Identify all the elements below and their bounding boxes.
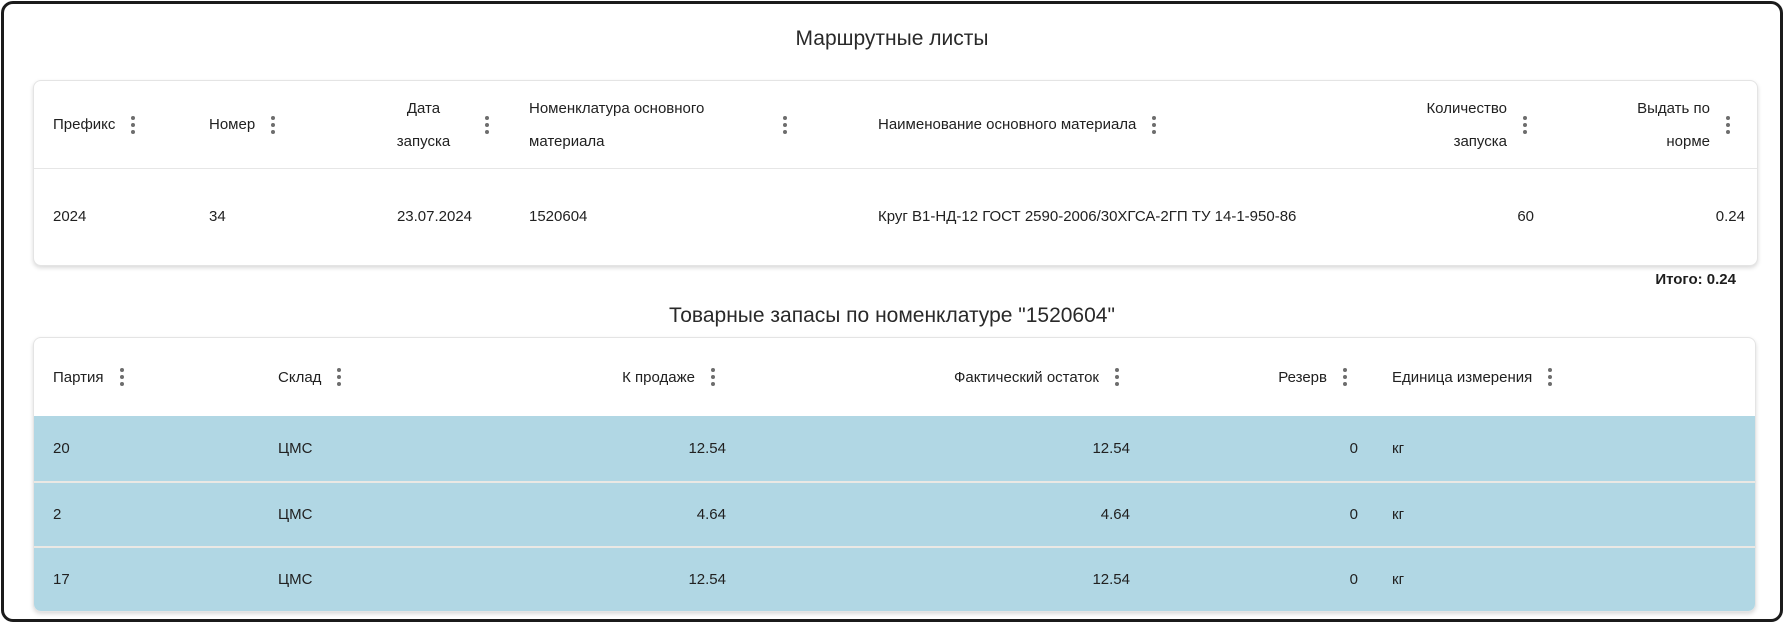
- cell-material-name: Круг В1-НД-12 ГОСТ 2590-2006/30ХГСА-2ГП …: [864, 169, 1314, 265]
- column-menu-icon[interactable]: [709, 366, 717, 388]
- column-menu-icon[interactable]: [1113, 366, 1121, 388]
- cell-batch: 17: [53, 570, 70, 588]
- cell-reserve: 0: [1349, 505, 1358, 523]
- column-header-reserve[interactable]: Резерв: [1147, 338, 1375, 416]
- cell-for-sale: 12.54: [688, 439, 726, 457]
- column-label: Номенклатура основного материала: [529, 99, 705, 150]
- route-sheets-table: Префикс Номер Дата запуска Номенклатура …: [33, 80, 1758, 266]
- column-label: Дата запуска: [396, 99, 451, 150]
- cell-unit: кг: [1392, 439, 1405, 457]
- cell-launch-qty: 60: [1517, 208, 1534, 225]
- column-header-actual-balance[interactable]: Фактический остаток: [743, 338, 1147, 416]
- column-menu-icon[interactable]: [1521, 114, 1529, 136]
- stock-table-row[interactable]: 2 ЦМС 4.64 4.64 0 кг: [34, 481, 1755, 546]
- column-menu-icon[interactable]: [129, 114, 137, 136]
- cell-warehouse: ЦМС: [278, 439, 313, 457]
- cell-unit: кг: [1392, 570, 1405, 588]
- column-label: К продаже: [622, 368, 695, 386]
- column-menu-icon[interactable]: [1724, 114, 1732, 136]
- column-header-issue-by-norm[interactable]: Выдать по норме: [1551, 81, 1757, 168]
- column-header-warehouse[interactable]: Склад: [259, 338, 484, 416]
- column-label: Фактический остаток: [953, 368, 1099, 386]
- column-label: Выдать по норме: [1637, 99, 1710, 150]
- column-label: Номер: [209, 116, 256, 133]
- route-table-total: Итого: 0.24: [1655, 271, 1736, 288]
- stock-table-header-row: Партия Склад К продаже Фактический остат…: [34, 338, 1755, 416]
- cell-material-code: 1520604: [529, 208, 588, 225]
- column-menu-icon[interactable]: [781, 114, 789, 136]
- route-table-header-row: Префикс Номер Дата запуска Номенклатура …: [34, 81, 1757, 169]
- column-header-launch-date[interactable]: Дата запуска: [340, 81, 529, 168]
- cell-unit: кг: [1392, 505, 1405, 523]
- cell-prefix: 2024: [53, 208, 87, 225]
- column-menu-icon[interactable]: [269, 114, 277, 136]
- column-header-batch[interactable]: Партия: [34, 338, 259, 416]
- column-label: Склад: [278, 368, 322, 386]
- cell-actual-balance: 12.54: [1092, 439, 1130, 457]
- column-label: Единица измерения: [1392, 368, 1533, 386]
- cell-for-sale: 12.54: [688, 570, 726, 588]
- cell-reserve: 0: [1349, 439, 1358, 457]
- cell-actual-balance: 4.64: [1100, 505, 1130, 523]
- cell-number: 34: [209, 208, 226, 225]
- column-header-material-code[interactable]: Номенклатура основного материала: [529, 81, 864, 168]
- column-header-number[interactable]: Номер: [190, 81, 340, 168]
- cell-warehouse: ЦМС: [278, 505, 313, 523]
- column-header-launch-qty[interactable]: Количество запуска: [1314, 81, 1551, 168]
- cell-warehouse: ЦМС: [278, 570, 313, 588]
- column-menu-icon[interactable]: [335, 366, 343, 388]
- column-header-unit[interactable]: Единица измерения: [1375, 338, 1755, 416]
- column-header-prefix[interactable]: Префикс: [34, 81, 190, 168]
- column-menu-icon[interactable]: [483, 114, 491, 136]
- cell-reserve: 0: [1349, 570, 1358, 588]
- stock-table-row[interactable]: 17 ЦМС 12.54 12.54 0 кг: [34, 546, 1755, 611]
- column-menu-icon[interactable]: [118, 366, 126, 388]
- column-label: Префикс: [53, 116, 116, 133]
- column-label: Партия: [53, 368, 104, 386]
- cell-for-sale: 4.64: [696, 505, 726, 523]
- cell-batch: 2: [53, 505, 62, 523]
- stock-table: Партия Склад К продаже Фактический остат…: [33, 337, 1756, 612]
- column-label: Количество запуска: [1426, 99, 1507, 150]
- column-menu-icon[interactable]: [1341, 366, 1349, 388]
- column-label: Наименование основного материала: [878, 116, 1137, 133]
- column-menu-icon[interactable]: [1546, 366, 1554, 388]
- material-name-text: Круг В1-НД-12 ГОСТ 2590-2006/30ХГСА-2ГП …: [878, 208, 1297, 225]
- column-label: Резерв: [1278, 368, 1327, 386]
- cell-batch: 20: [53, 439, 70, 457]
- cell-issue-by-norm: 0.24: [1715, 208, 1745, 225]
- route-table-row[interactable]: 2024 34 23.07.2024 1520604 Круг В1-НД-12…: [34, 169, 1757, 265]
- stock-table-row[interactable]: 20 ЦМС 12.54 12.54 0 кг: [34, 416, 1755, 481]
- stock-title: Товарные запасы по номенклатуре "1520604…: [669, 304, 1115, 327]
- column-header-for-sale[interactable]: К продаже: [484, 338, 743, 416]
- column-header-material-name[interactable]: Наименование основного материала: [864, 81, 1314, 168]
- cell-actual-balance: 12.54: [1092, 570, 1130, 588]
- cell-launch-date: 23.07.2024: [396, 208, 473, 225]
- route-sheets-title: Маршрутные листы: [795, 27, 989, 50]
- column-menu-icon[interactable]: [1150, 114, 1158, 136]
